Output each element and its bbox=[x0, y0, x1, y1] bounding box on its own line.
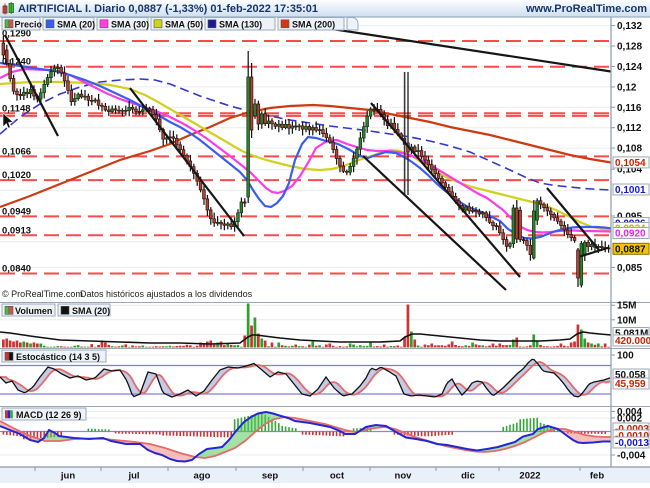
svg-text:www.ProRealTime.com: www.ProRealTime.com bbox=[525, 3, 647, 15]
svg-text:0,0913: 0,0913 bbox=[2, 226, 31, 237]
svg-text:Datos históricos ajustados a l: Datos históricos ajustados a los dividen… bbox=[80, 289, 253, 299]
svg-text:0,1290: 0,1290 bbox=[2, 29, 31, 40]
svg-text:Estocástico (14 3 5): Estocástico (14 3 5) bbox=[16, 352, 100, 362]
svg-text:MACD (12 26 9): MACD (12 26 9) bbox=[16, 410, 82, 420]
svg-text:0,124: 0,124 bbox=[617, 62, 642, 73]
svg-text:sep: sep bbox=[262, 471, 279, 482]
svg-text:0,132: 0,132 bbox=[617, 21, 642, 32]
svg-text:nov: nov bbox=[395, 471, 413, 482]
svg-text:0,128: 0,128 bbox=[617, 42, 642, 53]
svg-text:2022: 2022 bbox=[519, 471, 540, 482]
svg-text:feb: feb bbox=[590, 471, 604, 482]
svg-text:0,004: 0,004 bbox=[617, 407, 642, 418]
svg-text:0,1066: 0,1066 bbox=[2, 147, 31, 158]
svg-text:ago: ago bbox=[194, 471, 211, 482]
svg-text:SMA (50): SMA (50) bbox=[165, 20, 203, 30]
svg-text:0,1054: 0,1054 bbox=[615, 158, 646, 169]
svg-text:-0,004: -0,004 bbox=[617, 451, 646, 462]
svg-text:0,085: 0,085 bbox=[617, 263, 642, 274]
svg-text:© ProRealTime.com: © ProRealTime.com bbox=[2, 289, 83, 299]
svg-text:jul: jul bbox=[127, 471, 139, 482]
svg-text:50,058: 50,058 bbox=[615, 370, 646, 381]
svg-text:0,116: 0,116 bbox=[617, 103, 642, 114]
svg-text:dic: dic bbox=[461, 471, 475, 482]
svg-text:SMA (130): SMA (130) bbox=[219, 20, 262, 30]
svg-text:SMA (20): SMA (20) bbox=[57, 20, 95, 30]
svg-text:SMA (200): SMA (200) bbox=[292, 20, 335, 30]
svg-text:0,1240: 0,1240 bbox=[2, 57, 31, 68]
svg-text:0,1001: 0,1001 bbox=[615, 185, 646, 196]
svg-text:0,0840: 0,0840 bbox=[2, 264, 31, 275]
svg-text:0,0920: 0,0920 bbox=[615, 229, 646, 240]
svg-text:0,0949: 0,0949 bbox=[2, 207, 31, 218]
svg-text:0,108: 0,108 bbox=[617, 144, 642, 155]
svg-text:SMA (20): SMA (20) bbox=[72, 306, 110, 316]
svg-text:0,1020: 0,1020 bbox=[2, 170, 31, 181]
svg-text:oct: oct bbox=[330, 471, 345, 482]
svg-text:0,12: 0,12 bbox=[617, 82, 637, 93]
svg-text:0,1148: 0,1148 bbox=[2, 104, 31, 115]
svg-text:0,104: 0,104 bbox=[617, 165, 642, 176]
svg-text:10M: 10M bbox=[617, 315, 636, 326]
svg-text:5,081M: 5,081M bbox=[615, 329, 648, 340]
svg-text:0,0887: 0,0887 bbox=[615, 244, 646, 255]
svg-text:0,002: 0,002 bbox=[617, 414, 642, 425]
svg-text:45,959: 45,959 bbox=[615, 379, 646, 390]
svg-text:15M: 15M bbox=[617, 301, 636, 312]
svg-text:-0,0013: -0,0013 bbox=[615, 438, 649, 449]
svg-text:Volumen: Volumen bbox=[15, 306, 52, 316]
svg-text:100: 100 bbox=[617, 351, 634, 362]
svg-text:jun: jun bbox=[60, 471, 75, 482]
svg-text:420.000: 420.000 bbox=[615, 336, 650, 347]
svg-text:0,112: 0,112 bbox=[617, 123, 642, 134]
svg-text:SMA (30): SMA (30) bbox=[111, 20, 149, 30]
svg-text:Precio: Precio bbox=[15, 20, 43, 30]
svg-text:AIRTIFICIAL I. Diario 0,0887 (: AIRTIFICIAL I. Diario 0,0887 (-1,33%) 01… bbox=[18, 3, 318, 15]
